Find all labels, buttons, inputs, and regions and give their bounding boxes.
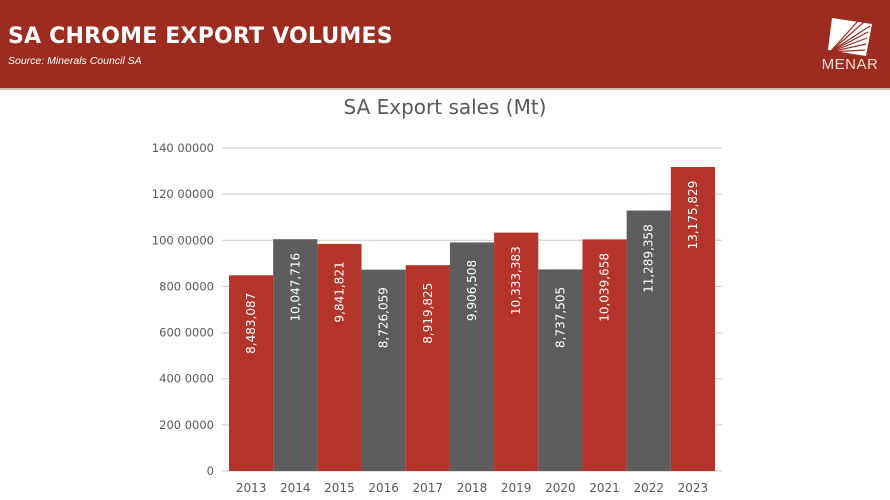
y-tick-label: 0	[207, 464, 214, 478]
data-label: 10,333,383	[509, 246, 523, 315]
data-label: 8,483,087	[244, 293, 258, 354]
data-label: 8,726,059	[377, 287, 391, 348]
x-tick-label: 2019	[501, 481, 532, 495]
data-label: 10,039,658	[598, 253, 612, 322]
bar-2017	[405, 265, 450, 471]
y-tick-label: 100 00000	[152, 233, 214, 247]
bar-2023	[670, 167, 715, 471]
bars	[229, 167, 715, 471]
x-tick-label: 2015	[324, 481, 355, 495]
y-tick-label: 120 00000	[152, 187, 214, 201]
header-divider	[0, 88, 890, 90]
x-tick-label: 2018	[457, 481, 488, 495]
y-tick-label: 600 0000	[159, 326, 214, 340]
data-label: 13,175,829	[686, 181, 700, 250]
bar-2022	[626, 210, 671, 471]
x-tick-label: 2017	[413, 481, 444, 495]
x-tick-label: 2023	[678, 481, 709, 495]
page-title: SA CHROME EXPORT VOLUMES	[8, 24, 393, 49]
y-tick-label: 140 00000	[152, 141, 214, 155]
x-tick-label: 2014	[280, 481, 311, 495]
x-tick-label: 2021	[589, 481, 620, 495]
bar-2016	[361, 269, 406, 471]
data-label: 9,841,821	[332, 261, 346, 322]
x-tick-label: 2016	[368, 481, 399, 495]
x-tick-label: 2022	[633, 481, 664, 495]
x-tick-label: 2020	[545, 481, 576, 495]
bar-2018	[449, 242, 495, 471]
bar-2014	[273, 239, 318, 471]
bar-2020	[538, 269, 583, 471]
data-label: 9,906,508	[465, 260, 479, 321]
source-note: Source: Minerals Council SA	[8, 55, 142, 67]
data-labels: 8,483,087 10,047,716 9,841,821 8,726,059 8,9…	[244, 181, 700, 354]
bar-2021	[582, 239, 627, 471]
data-label: 10,047,716	[288, 253, 302, 322]
header-banner: SA CHROME EXPORT VOLUMES Source: Mineral…	[0, 0, 890, 88]
x-axis-ticks: 2013 2014 2015 2016 2017 2018 2019 2020 2021 2022…	[236, 481, 708, 495]
data-label: 8,737,505	[553, 287, 567, 348]
data-label: 11,289,358	[642, 224, 656, 293]
data-label: 8,919,825	[421, 283, 435, 344]
bar-2019	[494, 232, 539, 471]
y-axis-ticks: 0 200 0000 400 0000 600 0000 800 0000 100 000…	[152, 141, 214, 478]
menar-logo-icon	[828, 18, 872, 56]
chart-title: SA Export sales (Mt)	[343, 95, 547, 119]
y-tick-label: 800 0000	[159, 279, 214, 293]
bar-2013	[229, 275, 274, 471]
bar-2015	[317, 243, 362, 471]
x-tick-label: 2013	[236, 481, 267, 495]
y-tick-label: 400 0000	[159, 372, 214, 386]
y-tick-label: 200 0000	[159, 418, 214, 432]
logo-text: MENAR	[821, 56, 879, 73]
